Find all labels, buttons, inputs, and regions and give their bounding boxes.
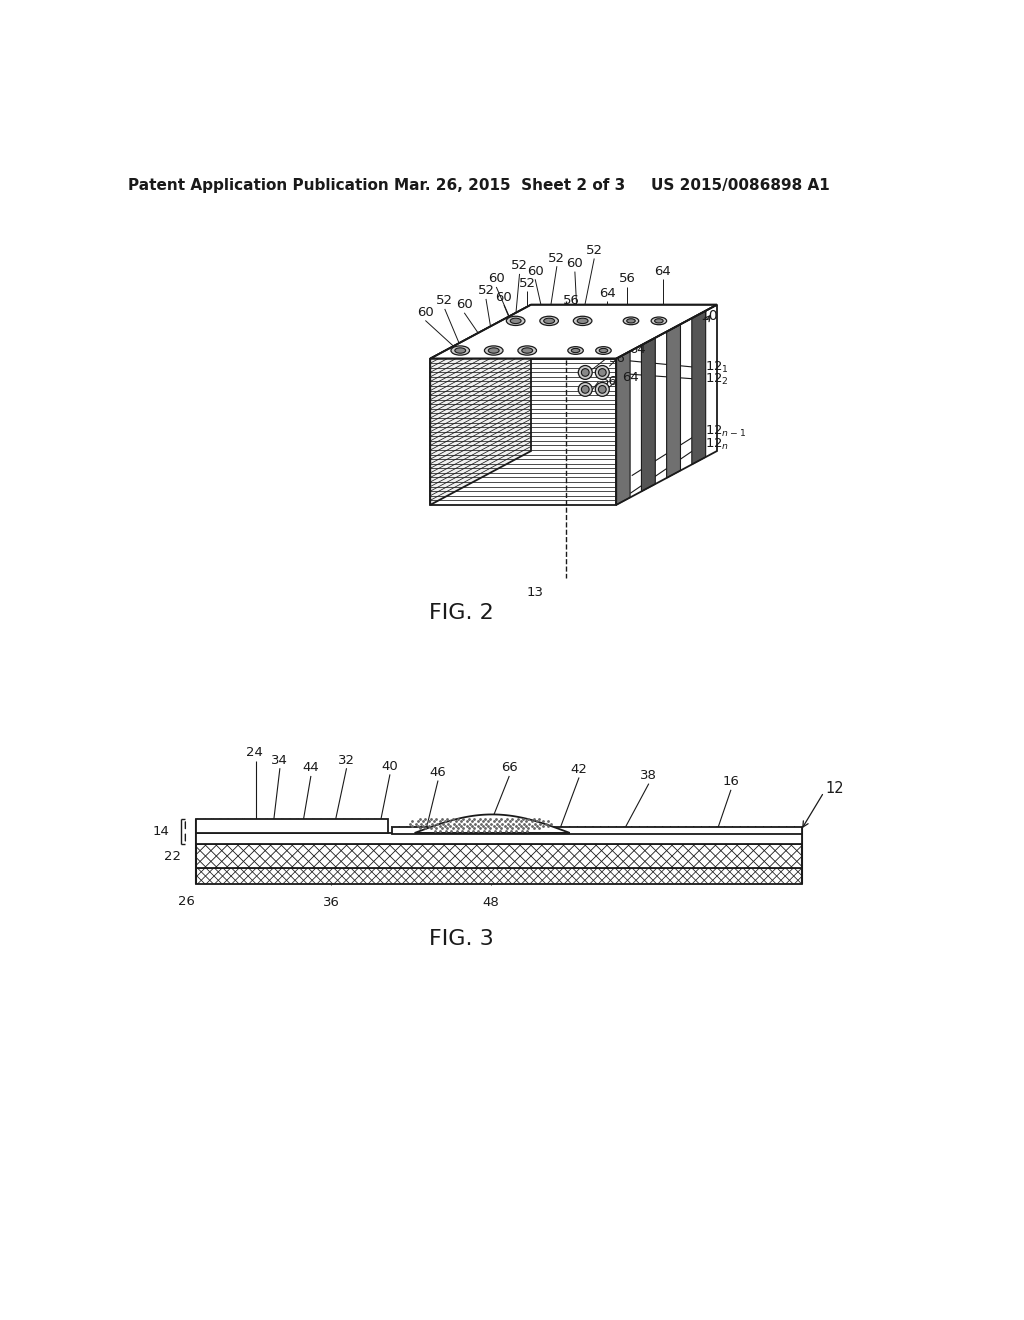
Ellipse shape [624,317,639,325]
Text: FIG. 3: FIG. 3 [429,929,494,949]
Ellipse shape [544,318,555,323]
Text: 56: 56 [608,352,626,366]
Text: 56: 56 [563,294,581,308]
Text: 40: 40 [382,760,398,774]
Ellipse shape [540,317,558,326]
Text: 10: 10 [700,309,718,323]
Polygon shape [616,351,630,506]
Text: 42: 42 [570,763,588,776]
Ellipse shape [522,348,532,354]
Polygon shape [415,814,569,833]
Text: 64: 64 [622,371,638,384]
Polygon shape [197,818,388,833]
Text: $12_1$: $12_1$ [706,360,729,375]
Ellipse shape [451,346,470,355]
Ellipse shape [627,318,635,323]
Ellipse shape [595,383,609,396]
Text: 64: 64 [599,286,615,300]
Ellipse shape [571,348,580,352]
Text: 48: 48 [482,896,499,909]
Text: 66: 66 [501,762,518,775]
Ellipse shape [506,317,525,326]
Polygon shape [641,338,655,491]
Ellipse shape [595,366,609,379]
Ellipse shape [573,317,592,326]
Ellipse shape [568,347,584,354]
Text: US 2015/0086898 A1: US 2015/0086898 A1 [651,178,829,193]
Ellipse shape [596,347,611,354]
Text: 60: 60 [496,290,512,304]
Text: 60: 60 [526,265,544,277]
Ellipse shape [582,385,589,393]
Text: 52: 52 [511,259,528,272]
Ellipse shape [598,368,606,376]
Ellipse shape [518,346,537,355]
Ellipse shape [579,383,592,396]
Text: 56: 56 [601,375,617,388]
Polygon shape [197,869,802,884]
Text: 60: 60 [487,272,505,285]
Text: FIG. 2: FIG. 2 [429,603,494,623]
Polygon shape [692,310,706,465]
Polygon shape [430,305,717,359]
Ellipse shape [582,368,589,376]
Text: 56: 56 [618,272,636,285]
Text: 26: 26 [178,895,196,908]
Text: $12_{n-1}$: $12_{n-1}$ [706,424,746,440]
Text: $12_n$: $12_n$ [706,437,729,453]
Text: 32: 32 [338,754,355,767]
Text: 52: 52 [477,284,495,297]
Text: $12_2$: $12_2$ [706,372,729,387]
Text: 13: 13 [527,586,544,599]
Text: 12: 12 [825,780,844,796]
Ellipse shape [579,366,592,379]
Ellipse shape [651,317,667,325]
Text: 24: 24 [246,746,263,759]
Text: 52: 52 [519,277,536,289]
Ellipse shape [455,348,466,354]
Text: 60: 60 [456,298,473,312]
Text: 16: 16 [723,775,739,788]
Ellipse shape [488,348,499,354]
Text: 38: 38 [640,770,657,781]
Ellipse shape [578,318,588,323]
Text: 52: 52 [549,252,565,264]
Text: 14: 14 [153,825,170,838]
Text: 34: 34 [271,754,289,767]
Text: Mar. 26, 2015  Sheet 2 of 3: Mar. 26, 2015 Sheet 2 of 3 [393,178,625,193]
Ellipse shape [654,318,664,323]
Ellipse shape [598,385,606,393]
Ellipse shape [484,346,503,355]
Text: 36: 36 [323,896,340,909]
Polygon shape [391,826,802,834]
Polygon shape [430,359,616,506]
Text: 22: 22 [164,850,180,862]
Text: 64: 64 [630,343,646,356]
Polygon shape [667,325,681,478]
Polygon shape [197,833,802,843]
Text: 46: 46 [430,766,446,779]
Text: 60: 60 [566,257,584,271]
Ellipse shape [510,318,521,323]
Text: 60: 60 [417,306,434,319]
Ellipse shape [599,348,607,352]
Text: 52: 52 [436,294,454,308]
Polygon shape [197,843,802,869]
Polygon shape [430,305,531,506]
Text: Patent Application Publication: Patent Application Publication [128,178,388,193]
Text: 64: 64 [654,265,671,277]
Text: 52: 52 [586,244,603,257]
Text: 44: 44 [302,762,319,775]
